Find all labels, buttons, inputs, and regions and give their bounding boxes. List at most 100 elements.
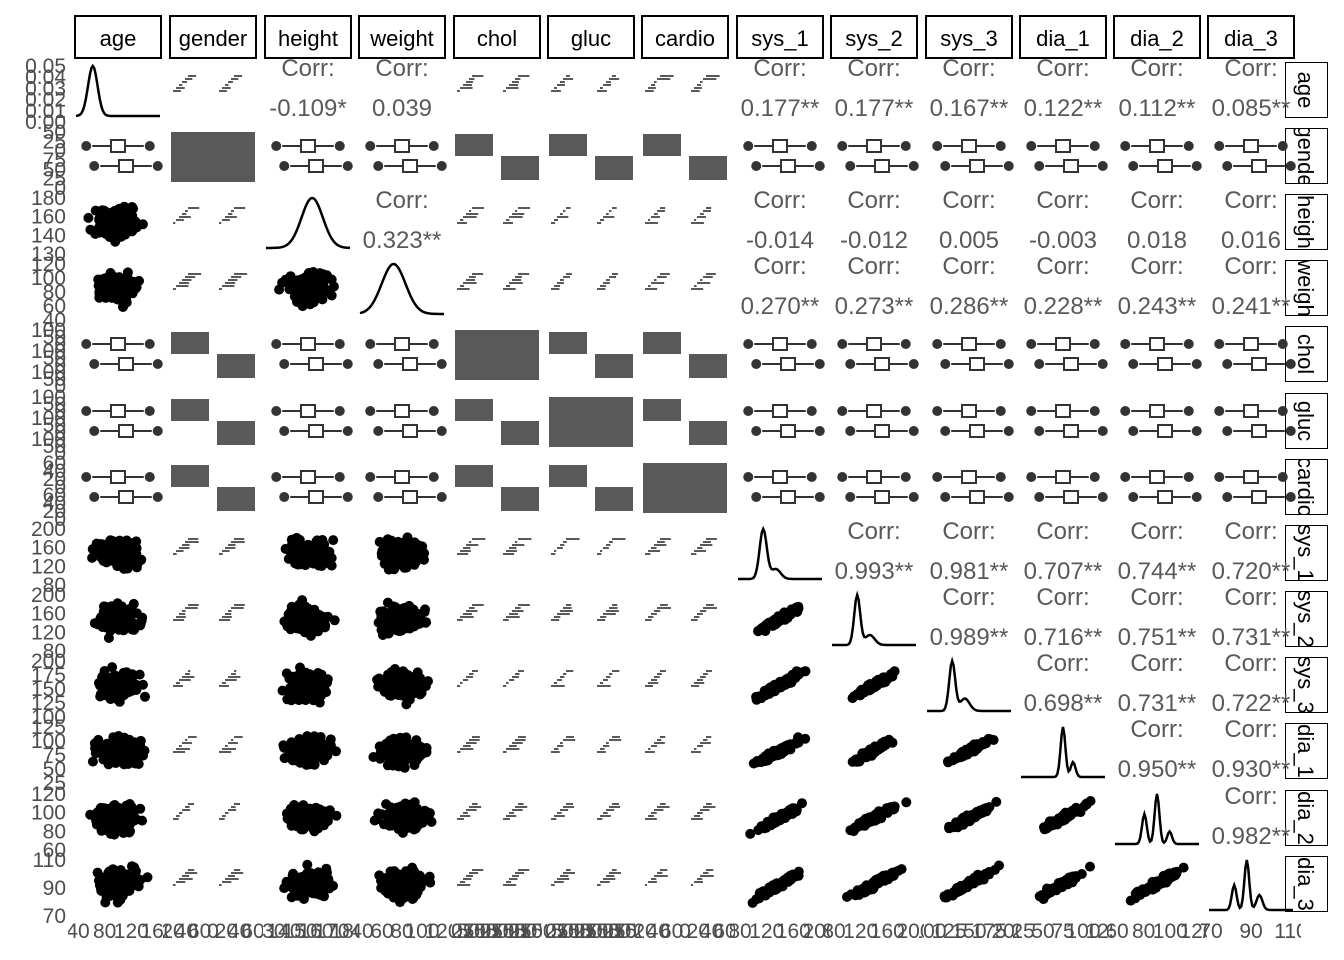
row-strip-box [1285, 459, 1328, 515]
panel-gluc-sys_3 [932, 404, 1014, 438]
row-strip-label: dia_3 [1293, 857, 1318, 911]
correlation-text: Corr:0.243** [1118, 253, 1197, 318]
histogram-bar [179, 216, 191, 218]
row-strip-sys_2: sys_2 [1285, 591, 1328, 647]
histogram-bar [457, 619, 463, 621]
scatter-point [294, 624, 305, 634]
boxplot-outlier [144, 141, 155, 151]
histogram-bar [472, 803, 478, 805]
panel-dia_3-sys_1 [747, 866, 804, 908]
histogram-bar [469, 673, 474, 675]
histogram-bar [612, 736, 620, 738]
boxplot-outlier [751, 426, 762, 436]
histogram-bar [509, 282, 523, 284]
boxplot-outlier [428, 406, 439, 416]
panel-cardio-gender [171, 465, 255, 511]
boxplot-outlier [144, 339, 155, 349]
histogram-bar [173, 288, 176, 290]
bar [595, 354, 633, 378]
histogram-bar [228, 544, 236, 546]
scatter-point [305, 299, 316, 310]
histogram-bar [509, 84, 519, 86]
histogram-bar [560, 809, 569, 811]
panel-sys_3-weight [372, 664, 433, 710]
row-strip-box [1285, 723, 1328, 779]
histogram-bar [566, 803, 574, 805]
panel-dia_1-sys_3 [943, 733, 999, 768]
boxplot-box [300, 139, 316, 153]
correlation-text: Corr:0.122** [1024, 55, 1103, 120]
bar [217, 354, 255, 378]
panel-gender-chol [455, 134, 539, 180]
histogram-bar [182, 676, 195, 678]
histogram-bar [706, 869, 714, 871]
correlation-value: 0.273** [835, 293, 914, 320]
boxplot-outlier [1191, 359, 1202, 369]
histogram-bar [460, 748, 474, 750]
histogram-bar [188, 207, 200, 209]
panel-dia_1-age [87, 731, 150, 770]
histogram-bar [700, 809, 710, 811]
scatter-point [285, 279, 295, 290]
histogram-bar [600, 682, 604, 684]
histogram-bar [228, 610, 232, 612]
boxplot-box [110, 337, 126, 351]
scatter-point [138, 679, 148, 690]
histogram-bar [463, 216, 477, 218]
histogram-bar [563, 541, 567, 543]
correlation-label: Corr: [1224, 584, 1277, 611]
correlation-value: 0.005 [939, 227, 999, 254]
histogram-bar [231, 607, 244, 609]
histogram-bar [512, 81, 519, 83]
boxplot-box [1157, 357, 1173, 371]
boxplot-box [300, 404, 316, 418]
scatter-point [106, 604, 117, 615]
panel-dia_2-gender [173, 803, 240, 820]
correlation-value: 0.722** [1212, 690, 1291, 717]
histogram-bar [509, 613, 519, 615]
boxplot-box [110, 139, 126, 153]
histogram-bar [691, 619, 698, 621]
histogram-bar [660, 538, 671, 540]
panel-sys_1-cardio [645, 538, 717, 555]
panel-dia_2-dia_3: Corr:0.982** [1212, 783, 1291, 848]
scatter-point [328, 535, 339, 546]
scatter-point [320, 867, 331, 878]
histogram-bar [557, 745, 564, 747]
scatter-point [425, 877, 436, 888]
panel-chol-weight [365, 337, 447, 371]
scatter-point [398, 808, 409, 819]
boxplot-outlier [334, 141, 345, 151]
correlation-label: Corr: [942, 253, 995, 280]
histogram-bar [551, 553, 556, 555]
histogram-bar [691, 288, 704, 290]
scatter-point [281, 668, 292, 679]
histogram-bar [472, 736, 480, 738]
scatter-point [299, 742, 310, 753]
histogram-bar [694, 815, 700, 817]
histogram-bar [234, 803, 240, 805]
boxplot-outlier [1034, 426, 1045, 436]
histogram-bar [651, 216, 660, 218]
histogram-bar [597, 619, 606, 621]
histogram-bar [515, 276, 522, 278]
boxplot-outlier [743, 406, 754, 416]
row-strip-label: age [1293, 72, 1318, 109]
correlation-label: Corr: [847, 187, 900, 214]
panel-age-chol [457, 75, 530, 92]
scatter-point [299, 879, 310, 890]
histogram-bar [560, 742, 563, 744]
correlation-label: Corr: [1130, 650, 1183, 677]
scatter-point [1039, 822, 1049, 833]
boxplot-outlier [428, 472, 439, 482]
column-strip-box [1019, 15, 1107, 59]
boxplot-outlier [1128, 426, 1139, 436]
histogram-bar [657, 541, 665, 543]
correlation-value: 0.950** [1118, 756, 1197, 783]
boxplot-outlier [1034, 492, 1045, 502]
histogram-bar [457, 553, 469, 555]
panel-cardio-chol [455, 465, 539, 511]
correlation-label: Corr: [1130, 55, 1183, 82]
histogram-bar [506, 881, 512, 883]
scatter-point [309, 817, 320, 828]
